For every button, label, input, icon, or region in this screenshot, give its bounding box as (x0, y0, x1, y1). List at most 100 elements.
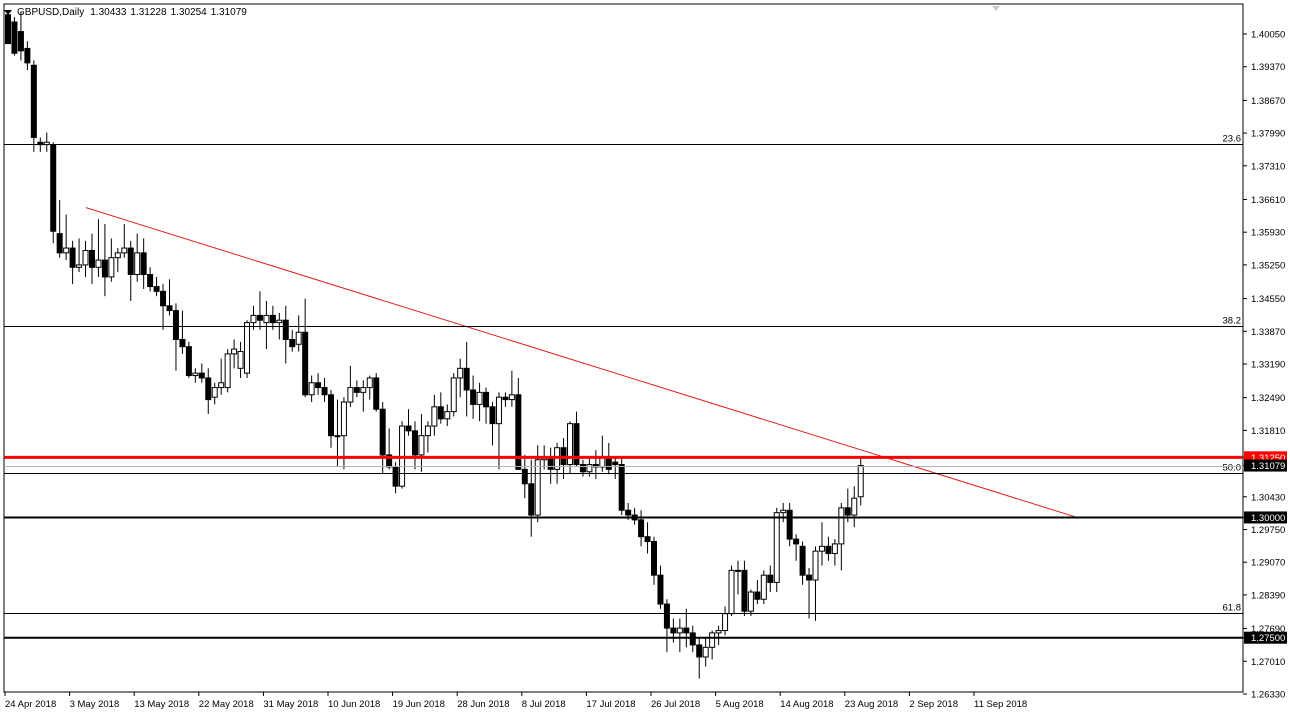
candle-body (172, 310, 179, 340)
candle-body (470, 389, 477, 405)
price-tick-label: 1.31250 (1251, 453, 1285, 464)
candle-body (851, 497, 858, 516)
candle-body (198, 372, 205, 379)
price-tick-label: 1.32490 (1251, 393, 1285, 404)
candle (812, 546, 819, 621)
candle-body (328, 394, 334, 437)
time-tick-label: 10 Jun 2018 (328, 699, 380, 710)
ohlc-high: 1.31228 (130, 6, 167, 18)
candle (424, 421, 431, 453)
candle (663, 599, 670, 653)
candle (786, 503, 793, 547)
price-tick-label: 1.37310 (1251, 161, 1285, 172)
candle-body (95, 259, 102, 268)
candle-body (618, 464, 625, 511)
candle (172, 303, 179, 371)
price-tick-label: 1.26330 (1251, 690, 1285, 701)
candle (741, 560, 748, 617)
price-tick-label: 1.36610 (1251, 195, 1285, 206)
candle-body (82, 249, 89, 266)
candle (101, 224, 108, 297)
candle-body (715, 630, 722, 634)
candle (618, 457, 625, 516)
candle-body (289, 338, 296, 348)
candle (411, 421, 418, 470)
candle-body (50, 144, 57, 232)
candle (11, 17, 18, 56)
candle (30, 60, 37, 152)
candle-body (140, 252, 147, 276)
candle-body (831, 543, 838, 555)
ohlc-close: 1.31079 (210, 6, 247, 18)
candle-body (579, 464, 586, 473)
candle-body (508, 394, 515, 401)
candle-body (218, 382, 225, 389)
time-tick-label: 14 Aug 2018 (780, 699, 833, 710)
candle-body (134, 252, 141, 276)
candle-body (676, 627, 683, 634)
candle-body (457, 367, 464, 379)
time-tick-label: 19 Jun 2018 (393, 699, 445, 710)
candle-body (321, 387, 328, 396)
candle (528, 459, 535, 537)
candle-body (683, 627, 690, 634)
time-tick-label: 13 May 2018 (134, 699, 189, 710)
candle (127, 240, 134, 301)
candle-body (192, 372, 199, 377)
time-tick-label: 11 Sep 2018 (974, 699, 1027, 710)
price-tick-label: 1.37990 (1251, 129, 1285, 140)
candle (696, 637, 703, 679)
scroll-shift-marker-icon[interactable] (992, 6, 1000, 11)
price-tick-label: 1.27690 (1251, 624, 1285, 635)
candle (218, 358, 225, 395)
candle (160, 284, 167, 330)
candle-body (392, 466, 399, 487)
candle-body (334, 435, 341, 438)
candle-body (838, 507, 845, 545)
candle-body (760, 574, 767, 600)
candle (140, 238, 147, 289)
price-tick-label: 1.28390 (1251, 590, 1285, 601)
candle-body (638, 519, 645, 538)
candle-body (747, 591, 754, 612)
price-tick-label: 1.27010 (1251, 657, 1285, 668)
candle (17, 11, 24, 61)
candle-body (256, 314, 263, 321)
candle (399, 421, 406, 489)
candle-body (483, 391, 490, 408)
candle (108, 238, 115, 282)
trendline[interactable] (85, 207, 1078, 518)
candle-body (689, 632, 696, 646)
candle-body (812, 550, 819, 581)
time-tick-label: 24 Apr 2018 (5, 699, 56, 710)
candle (315, 373, 322, 395)
candle-body (431, 406, 438, 427)
price-tick-label: 1.30430 (1251, 492, 1285, 503)
candle (715, 625, 722, 645)
candle (237, 341, 244, 378)
candle-body (121, 247, 128, 254)
price-tick-label: 1.33190 (1251, 360, 1285, 371)
candle-body (857, 465, 864, 498)
candle (760, 570, 767, 605)
candle (347, 365, 354, 407)
candle-body (114, 252, 121, 259)
candle-body (806, 574, 813, 581)
candle (793, 534, 800, 561)
price-tick-label: 1.30000 (1251, 513, 1285, 524)
price-tick-label: 1.34550 (1251, 294, 1285, 305)
chart-menu-triangle-icon[interactable] (4, 10, 12, 15)
candle-body (437, 406, 444, 420)
candle-body (528, 483, 535, 516)
candle (444, 404, 451, 427)
candle (470, 375, 477, 419)
candle-body (702, 646, 709, 658)
candle (50, 142, 57, 244)
candle (166, 279, 173, 316)
candle-body (147, 274, 154, 288)
candle (612, 457, 619, 479)
candle-body (69, 247, 76, 268)
candle (838, 503, 845, 571)
